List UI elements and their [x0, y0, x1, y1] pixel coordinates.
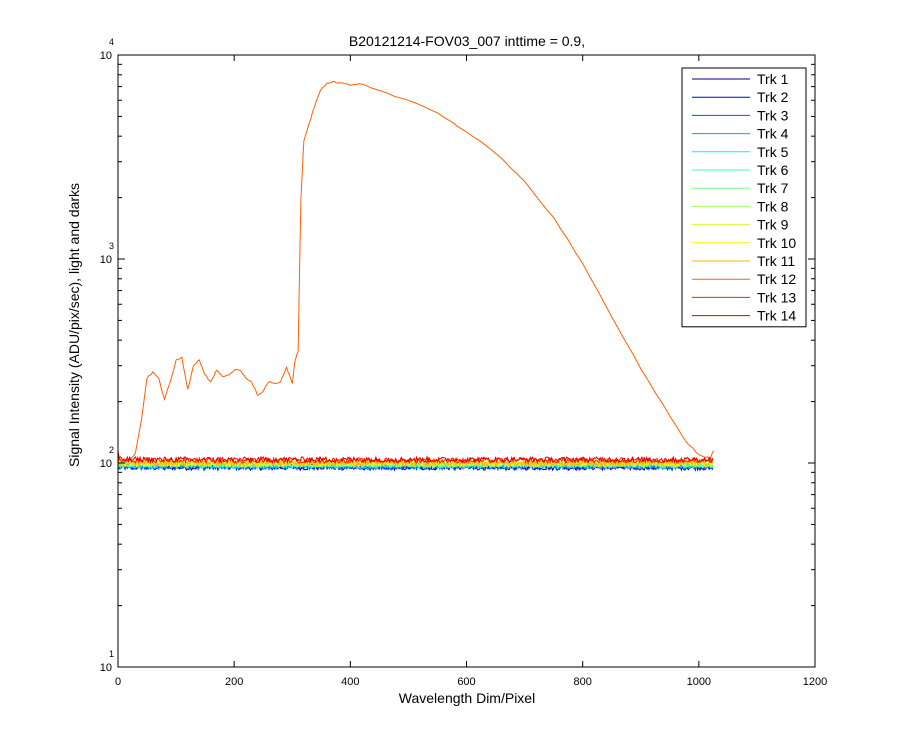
legend-label: Trk 2	[757, 89, 789, 105]
legend-label: Trk 11	[757, 253, 795, 269]
y-axis-label: Signal Intensity (ADU/pix/sec), light an…	[66, 183, 82, 467]
legend-label: Trk 3	[757, 107, 789, 123]
legend-label: Trk 10	[757, 235, 796, 251]
chart-title: B20121214-FOV03_007 inttime = 0.9,	[349, 33, 585, 49]
y-tick-exponent: 1	[109, 649, 114, 659]
x-tick-label: 1000	[687, 676, 711, 688]
legend-label: Trk 6	[757, 162, 789, 178]
legend-label: Trk 5	[757, 144, 789, 160]
x-tick-label: 0	[115, 676, 121, 688]
y-tick-exponent: 4	[109, 37, 114, 47]
legend-label: Trk 12	[757, 271, 796, 287]
x-tick-label: 1200	[803, 676, 827, 688]
y-tick-label: 10	[100, 662, 112, 674]
legend-box	[681, 67, 807, 328]
y-tick-label: 10	[100, 458, 112, 470]
y-tick-exponent: 2	[109, 445, 114, 455]
legend-label: Trk 1	[757, 71, 789, 87]
legend-label: Trk 9	[757, 217, 789, 233]
x-axis-ticks: 0 200 400 600 800 1000 1200	[115, 55, 827, 688]
legend-label: Trk 8	[757, 198, 789, 214]
y-tick-label: 10	[100, 50, 112, 62]
series-line-12	[117, 80, 714, 463]
x-tick-label: 200	[225, 676, 243, 688]
x-axis-label: Wavelength Dim/Pixel	[399, 690, 535, 706]
y-tick-label: 10	[100, 254, 112, 266]
x-tick-label: 400	[341, 676, 359, 688]
series-layer	[117, 80, 714, 472]
legend-label: Trk 13	[757, 289, 796, 305]
legend-label: Trk 4	[757, 126, 789, 142]
legend: Trk 1 Trk 2 Trk 3 Trk 4 Trk 5 Trk 6 Trk 7 Trk 8…	[681, 67, 807, 328]
x-tick-label: 800	[573, 676, 591, 688]
series-line-14	[117, 451, 714, 464]
y-axis-ticks: 10 1 10 2 10 3 10 4	[100, 37, 815, 674]
y-tick-exponent: 3	[109, 241, 114, 251]
legend-label: Trk 7	[757, 180, 789, 196]
x-tick-label: 600	[457, 676, 475, 688]
legend-label: Trk 14	[757, 308, 796, 324]
